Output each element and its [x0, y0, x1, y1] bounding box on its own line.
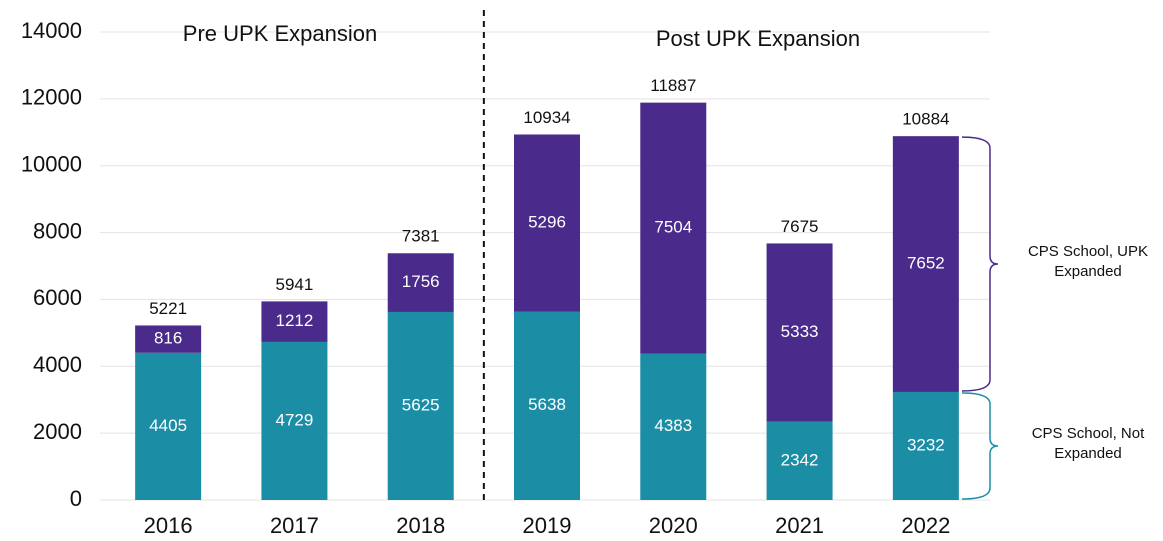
x-tick-label: 2022	[901, 513, 950, 538]
x-tick-label: 2020	[649, 513, 698, 538]
y-tick-label: 4000	[33, 352, 82, 377]
total-label: 5941	[276, 275, 314, 294]
segment-label: 816	[154, 329, 182, 348]
segment-label: 4383	[654, 416, 692, 435]
total-label: 7675	[781, 217, 819, 236]
x-tick-label: 2016	[144, 513, 193, 538]
annotation: Pre UPK Expansion	[183, 21, 377, 46]
bar-segment	[261, 301, 328, 342]
segment-label: 7652	[907, 254, 945, 273]
total-label: 10884	[902, 110, 949, 129]
segment-label: 1756	[402, 272, 440, 291]
segment-label: 1212	[276, 311, 314, 330]
bar-segment	[135, 352, 202, 500]
total-label: 11887	[650, 76, 696, 95]
segment-label: 5638	[528, 395, 566, 414]
bar-segment	[766, 421, 833, 500]
total-label: 10934	[523, 108, 570, 127]
x-tick-label: 2018	[396, 513, 445, 538]
x-tick-label: 2019	[523, 513, 572, 538]
segment-label: 5296	[528, 212, 566, 231]
y-tick-label: 12000	[21, 85, 82, 110]
segment-label: 4405	[149, 416, 187, 435]
bar-segment	[892, 136, 959, 392]
y-tick-label: 2000	[33, 419, 82, 444]
total-label: 5221	[149, 299, 187, 318]
bar-segment	[135, 325, 202, 353]
bar-segment	[514, 134, 580, 312]
legend-label: CPS School, Not Expanded	[1031, 424, 1145, 462]
x-tick-label: 2017	[270, 513, 319, 538]
annotation: Post UPK Expansion	[656, 26, 860, 51]
bar-segment	[387, 311, 454, 500]
segment-label: 2342	[781, 450, 819, 469]
bar-segment	[387, 253, 454, 312]
y-tick-label: 14000	[21, 18, 82, 43]
bracket	[961, 392, 999, 500]
bar-segment	[640, 353, 707, 500]
bar-segment	[892, 391, 959, 500]
bar-segment	[766, 243, 833, 422]
segment-label: 4729	[276, 410, 314, 429]
segment-label: 5333	[781, 322, 819, 341]
legend-label: CPS School, UPK Expanded	[1027, 243, 1149, 281]
segment-label: 3232	[907, 435, 945, 454]
bar-segment	[261, 341, 328, 500]
y-tick-label: 8000	[33, 218, 82, 243]
x-tick-label: 2021	[775, 513, 824, 538]
segment-label: 7504	[654, 218, 692, 237]
y-tick-label: 10000	[21, 152, 82, 177]
segment-label: 5625	[402, 395, 440, 414]
y-tick-label: 6000	[33, 285, 82, 310]
total-label: 7381	[402, 227, 440, 246]
y-tick-label: 0	[70, 486, 82, 511]
bar-segment	[640, 102, 707, 354]
bracket	[961, 136, 999, 392]
bar-segment	[514, 311, 580, 500]
